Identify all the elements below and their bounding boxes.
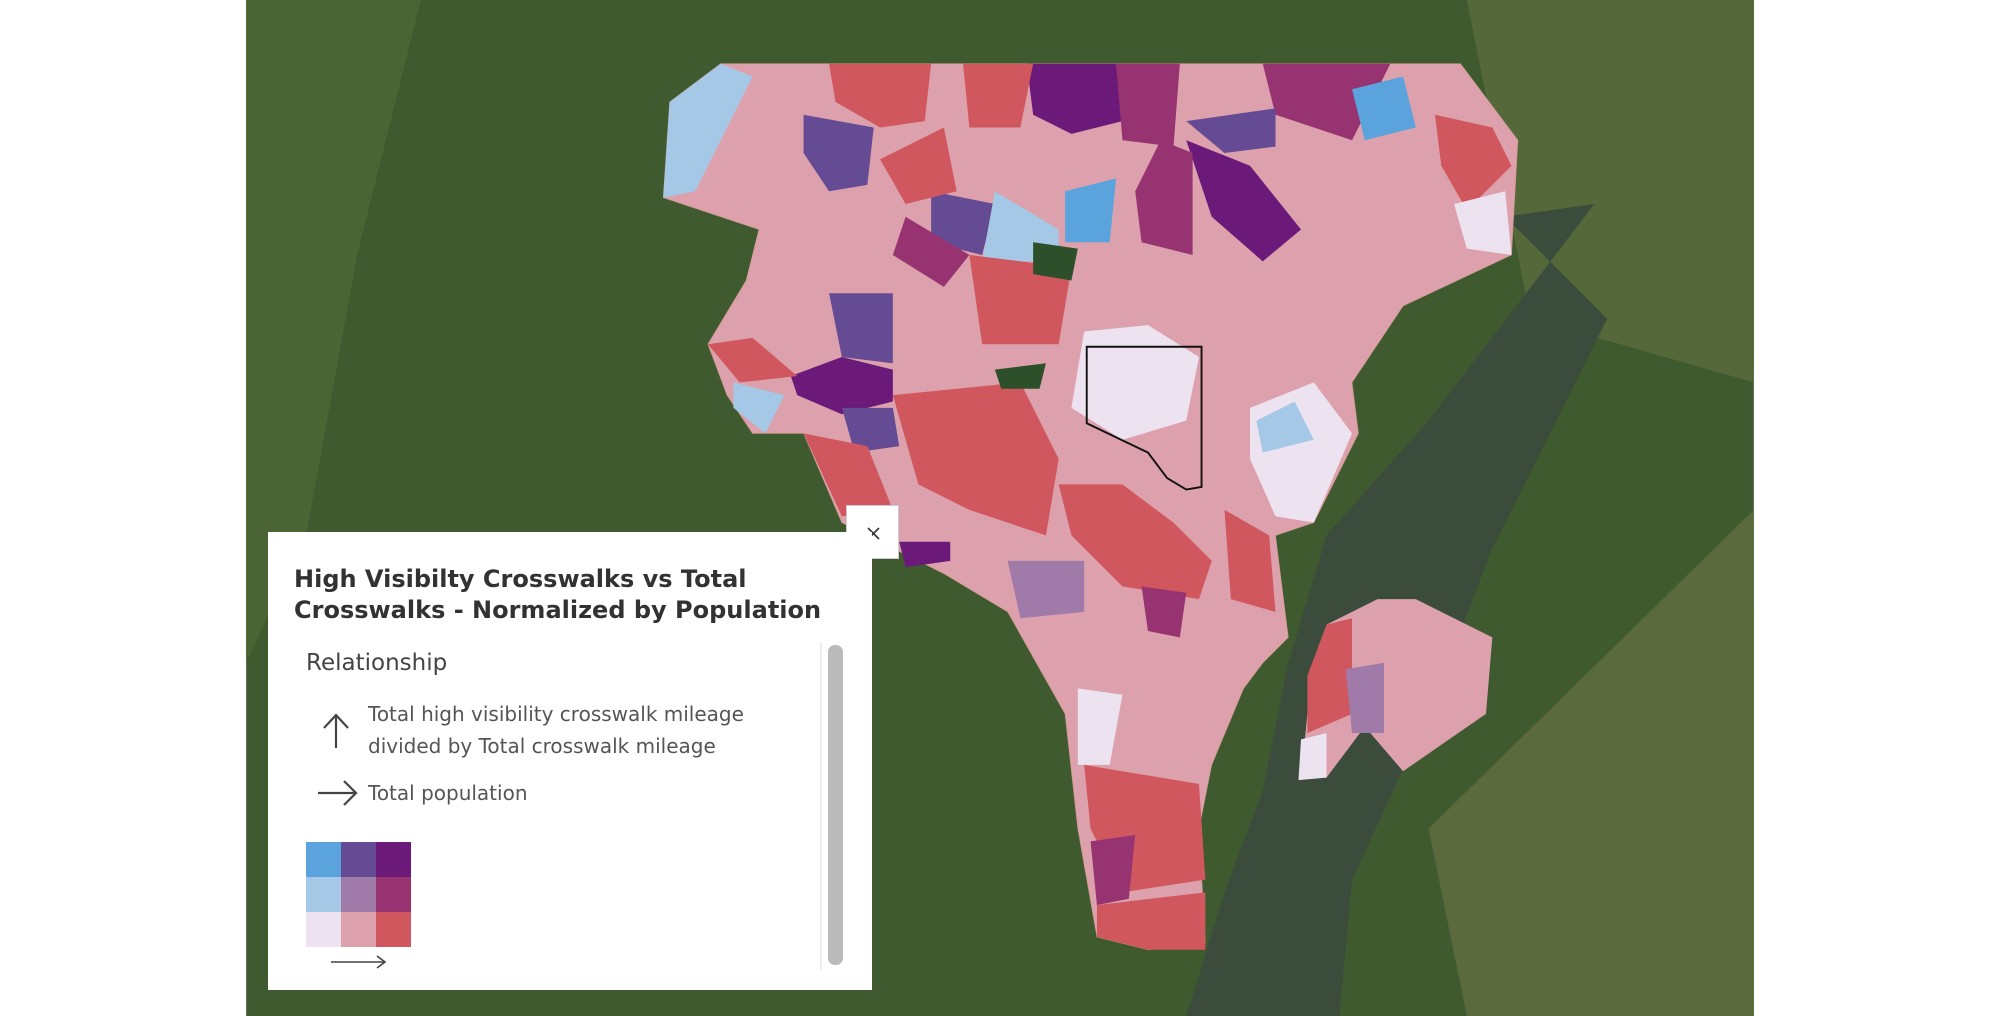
region (1007, 560, 1085, 619)
region (963, 63, 1034, 128)
region (1026, 63, 1123, 134)
region (892, 382, 1059, 536)
region (1298, 732, 1327, 781)
region (931, 191, 995, 255)
region (1090, 834, 1136, 906)
legend-graphics (306, 642, 843, 970)
region (829, 63, 932, 128)
region (1307, 618, 1353, 733)
swatch (376, 912, 411, 947)
region (707, 337, 798, 383)
legend-section: Relationship (306, 650, 448, 676)
region (1186, 108, 1276, 153)
city-boundary (1085, 345, 1203, 491)
terrain (1428, 509, 1754, 1016)
region (899, 541, 951, 568)
gap (1033, 242, 1078, 281)
right-arrow (318, 780, 358, 806)
region (1454, 191, 1512, 255)
region (1186, 140, 1302, 262)
up-arrow (323, 713, 349, 748)
region (1135, 140, 1193, 255)
region (1141, 586, 1187, 638)
region (1058, 484, 1212, 600)
swatch (306, 877, 341, 912)
region (829, 293, 893, 364)
region (1077, 688, 1123, 765)
swatch (306, 842, 341, 877)
swatch (341, 877, 376, 912)
swatch (341, 842, 376, 877)
region (803, 433, 893, 517)
legend-title: High Visibilty Crosswalks vs Total Cross… (294, 565, 822, 624)
legend-panel: High Visibilty Crosswalks vs Total Cross… (268, 532, 872, 990)
region (1096, 892, 1206, 950)
y-field: Total high visibility crosswalk mileage … (368, 702, 744, 758)
region (803, 114, 874, 192)
region (790, 356, 893, 415)
region (969, 254, 1072, 345)
swatch (341, 912, 376, 947)
city-core (1071, 325, 1199, 440)
region (663, 63, 753, 198)
region (1256, 401, 1314, 453)
region (1224, 509, 1276, 612)
gap (994, 363, 1046, 389)
scrollbar[interactable] (828, 645, 843, 965)
x-field: Total population (368, 781, 528, 805)
region (1434, 114, 1512, 211)
swatch (376, 842, 411, 877)
swatch (376, 877, 411, 912)
region (1262, 63, 1391, 141)
region (892, 216, 970, 287)
region (1352, 76, 1416, 141)
terrain (246, 0, 421, 663)
region (841, 407, 900, 453)
region (1116, 63, 1180, 147)
region (1065, 178, 1117, 243)
legend-x-arrow (331, 955, 387, 969)
region (880, 127, 957, 204)
swatch (306, 912, 341, 947)
region (1345, 662, 1384, 733)
